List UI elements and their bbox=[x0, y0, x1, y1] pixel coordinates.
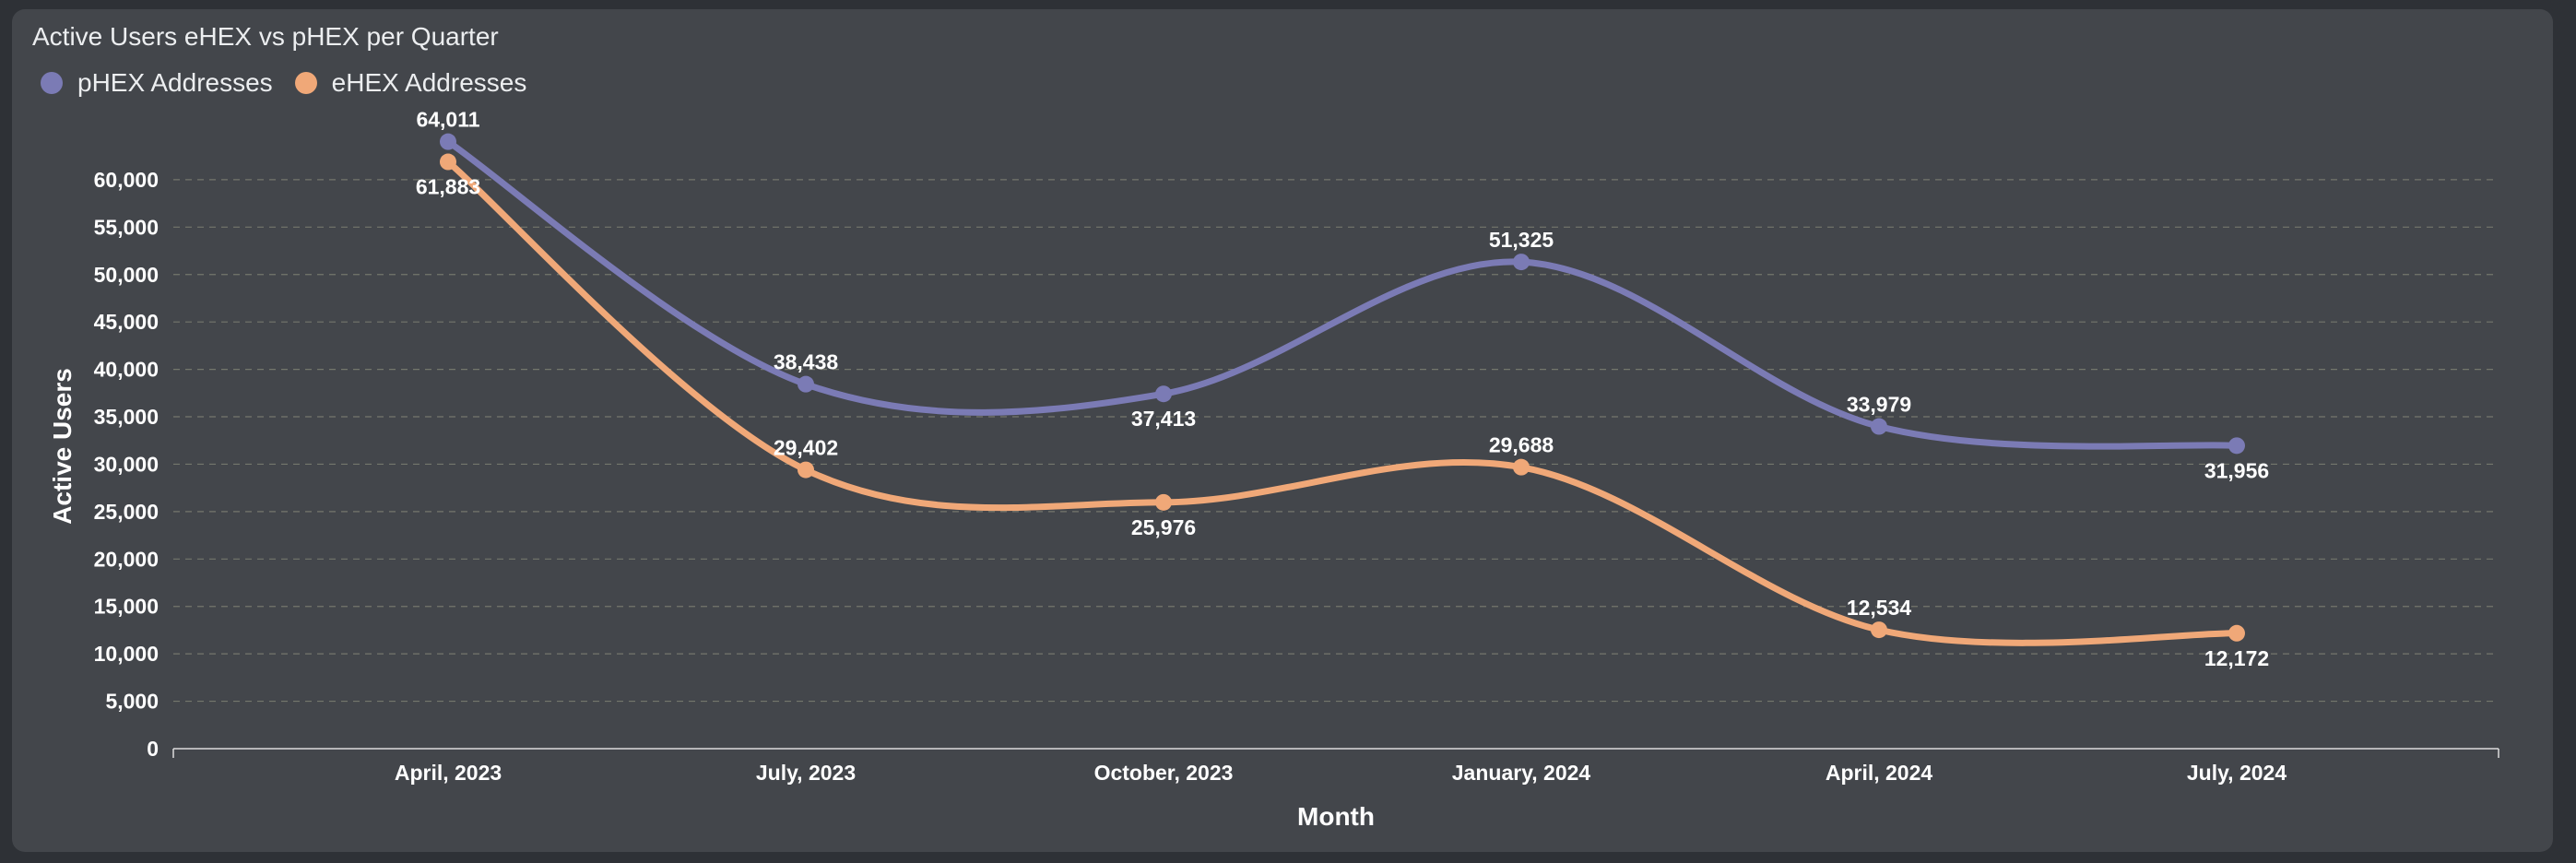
data-label-ehex: 12,534 bbox=[1847, 596, 1912, 620]
data-label-phex: 33,979 bbox=[1847, 393, 1911, 417]
y-tick-label: 5,000 bbox=[105, 690, 159, 714]
data-point-ehex[interactable] bbox=[1155, 493, 1172, 511]
x-tick-label: July, 2024 bbox=[2187, 761, 2286, 785]
y-tick-label: 25,000 bbox=[94, 500, 159, 524]
x-axis: April, 2023 July, 2023 October, 2023 Januar… bbox=[172, 748, 2499, 785]
data-point-phex[interactable] bbox=[2228, 437, 2245, 455]
legend-swatch-phex bbox=[41, 72, 63, 94]
y-tick-label: 35,000 bbox=[94, 405, 159, 429]
data-point-ehex[interactable] bbox=[1871, 621, 1887, 639]
data-point-phex[interactable] bbox=[440, 133, 456, 150]
y-tick-label: 40,000 bbox=[94, 358, 159, 382]
series-group bbox=[440, 133, 2245, 646]
data-label-ehex: 29,688 bbox=[1489, 433, 1554, 457]
data-label-ehex: 25,976 bbox=[1131, 515, 1196, 539]
legend-swatch-ehex bbox=[294, 72, 317, 94]
series-line-ehex bbox=[444, 159, 2240, 646]
data-label-phex: 37,413 bbox=[1131, 407, 1196, 431]
y-tick-label: 20,000 bbox=[94, 547, 159, 571]
x-tick-label: April, 2023 bbox=[395, 761, 502, 785]
y-tick-label: 45,000 bbox=[94, 310, 159, 334]
legend-item-phex[interactable]: pHEX Addresses bbox=[41, 68, 273, 98]
chart-title: Active Users eHEX vs pHEX per Quarter bbox=[32, 22, 499, 51]
data-point-phex[interactable] bbox=[798, 375, 814, 393]
data-point-phex[interactable] bbox=[1155, 385, 1172, 403]
x-tick-label: July, 2023 bbox=[756, 761, 856, 785]
x-axis-title: Month bbox=[1297, 802, 1375, 831]
y-tick-label: 50,000 bbox=[94, 263, 159, 287]
data-point-ehex[interactable] bbox=[1513, 458, 1530, 476]
x-tick-label: October, 2023 bbox=[1094, 761, 1234, 785]
data-point-ehex[interactable] bbox=[798, 461, 814, 479]
series-line-phex bbox=[444, 138, 2240, 450]
data-label-phex: 51,325 bbox=[1489, 228, 1554, 252]
y-tick-label: 55,000 bbox=[94, 215, 159, 239]
legend-item-ehex[interactable]: eHEX Addresses bbox=[294, 68, 527, 98]
data-label-ehex: 12,172 bbox=[2204, 646, 2269, 670]
data-point-ehex[interactable] bbox=[440, 153, 456, 171]
y-axis-ticks: 0 5,000 10,000 15,000 20,000 25,000 30,000 35,0… bbox=[94, 168, 159, 761]
y-tick-label: 15,000 bbox=[94, 595, 159, 619]
data-label-ehex: 29,402 bbox=[774, 436, 838, 460]
y-tick-label: 60,000 bbox=[94, 168, 159, 192]
chart-legend: pHEX Addresses eHEX Addresses bbox=[41, 68, 526, 98]
data-point-phex[interactable] bbox=[1513, 254, 1530, 271]
x-tick-label: January, 2024 bbox=[1452, 761, 1591, 785]
data-label-phex: 31,956 bbox=[2204, 458, 2269, 482]
data-label-phex: 64,011 bbox=[416, 108, 479, 132]
x-tick-label: April, 2024 bbox=[1826, 761, 1933, 785]
legend-label-phex: pHEX Addresses bbox=[77, 68, 273, 97]
data-label-ehex: 61,883 bbox=[416, 175, 480, 199]
data-point-ehex[interactable] bbox=[2228, 624, 2245, 642]
gridlines bbox=[173, 179, 2499, 703]
chart-card bbox=[12, 9, 2553, 852]
y-tick-label: 0 bbox=[147, 737, 159, 761]
data-label-phex: 38,438 bbox=[774, 350, 839, 374]
y-tick-label: 30,000 bbox=[94, 452, 159, 476]
data-labels: 64,011 38,438 37,413 51,325 33,979 31,956 61,8… bbox=[416, 108, 2269, 670]
y-axis-title: Active Users bbox=[48, 368, 77, 525]
legend-label-ehex: eHEX Addresses bbox=[331, 68, 527, 97]
data-point-phex[interactable] bbox=[1871, 418, 1887, 435]
y-tick-label: 10,000 bbox=[94, 642, 159, 666]
